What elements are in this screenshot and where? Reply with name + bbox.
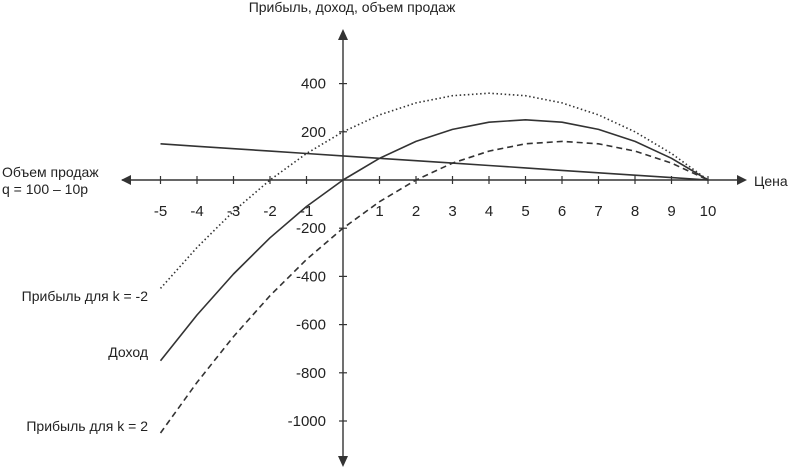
series-group (159, 92, 709, 434)
y-tick-group: 400 200 -200 -400 -600 -800 -1000 (288, 76, 347, 430)
x-tick-label: 2 (412, 203, 420, 220)
series-label-profit-k-minus-2: Прибыль для k = -2 (22, 288, 149, 304)
x-tick-label: 9 (667, 203, 675, 220)
x-tick-label: 6 (558, 203, 566, 220)
series-label-sales-volume: q = 100 – 10p (2, 181, 88, 197)
y-tick-label: -400 (296, 268, 326, 285)
y-tick-label: -200 (296, 220, 326, 237)
y-tick-label: 400 (301, 76, 326, 93)
x-axis-label: Цена (754, 173, 788, 189)
series-sales-volume-line (160, 143, 709, 181)
y-tick-label: -1000 (288, 413, 326, 430)
x-tick-label: -1 (300, 203, 313, 220)
chart-title: Прибыль, доход, объем продаж (249, 0, 456, 15)
x-axis-arrow-right (737, 175, 747, 185)
x-tick-label: -5 (154, 203, 167, 220)
x-tick-label: 1 (375, 203, 383, 220)
series-profit-k-minus-2-line (159, 92, 709, 289)
series-label-revenue: Доход (108, 344, 148, 360)
y-tick-label: -800 (296, 365, 326, 382)
y-axis-arrow-up (338, 29, 348, 40)
y-axis-arrow-down (338, 456, 348, 467)
series-profit-k-2-line (159, 140, 709, 434)
x-axis-arrow-left (121, 175, 131, 185)
series-label-profit-k-2: Прибыль для k = 2 (26, 418, 148, 434)
x-tick-label: 7 (594, 203, 602, 220)
series-revenue-line (159, 119, 709, 362)
y-tick-label: 200 (301, 124, 326, 141)
x-tick-group: -5 -4 -3 -2 -1 1 2 3 4 5 6 7 8 9 10 (154, 176, 717, 220)
x-tick-label: 3 (448, 203, 456, 220)
x-tick-label: 10 (700, 203, 717, 220)
x-tick-label: 4 (485, 203, 493, 220)
x-tick-label: 8 (631, 203, 639, 220)
x-tick-label: -3 (227, 203, 240, 220)
x-tick-label: -2 (263, 203, 276, 220)
y-tick-label: -600 (296, 317, 326, 334)
series-label-sales-volume: Объем продаж (2, 164, 99, 180)
x-tick-label: -4 (190, 203, 203, 220)
x-tick-label: 5 (521, 203, 529, 220)
